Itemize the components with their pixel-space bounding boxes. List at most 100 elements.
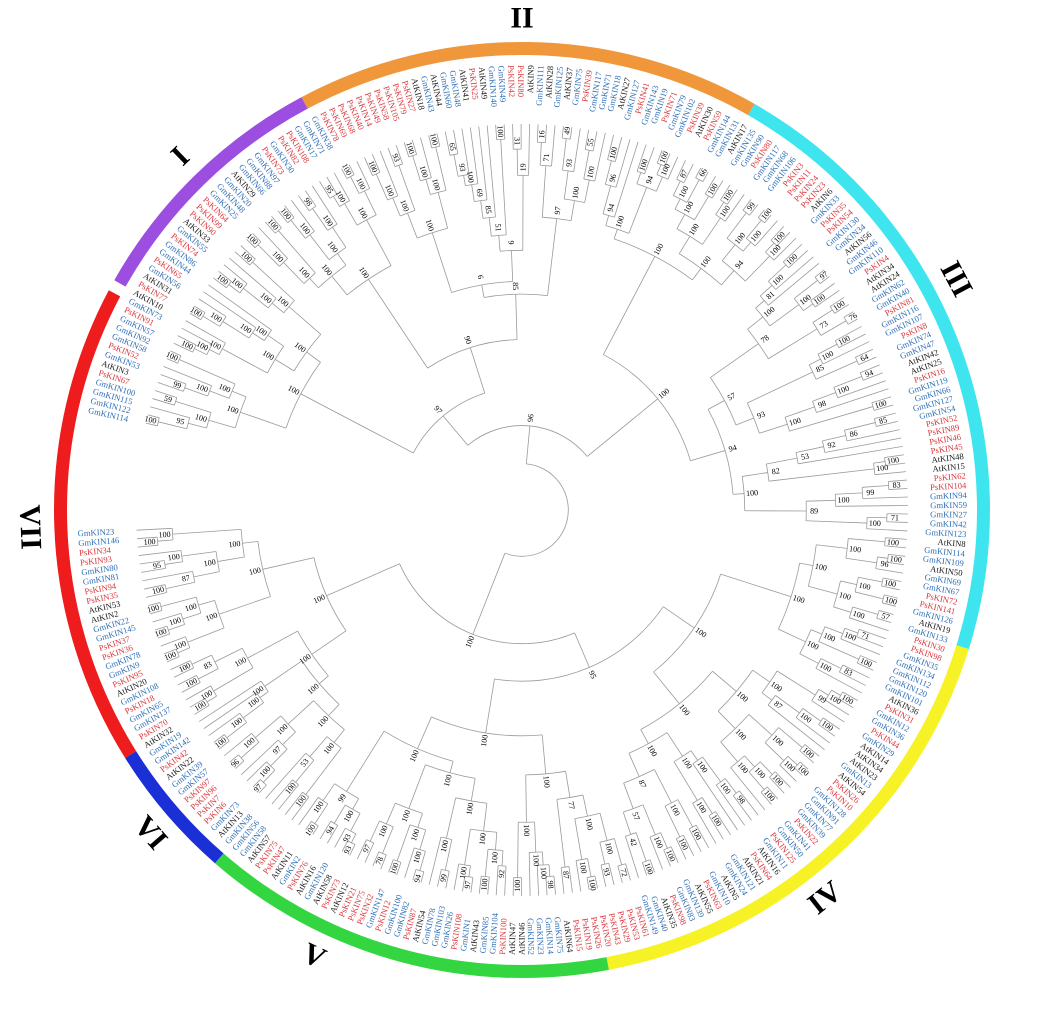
bootstrap-value: 93 — [756, 409, 767, 420]
branch — [845, 557, 877, 564]
branch — [563, 170, 569, 200]
branch-arc — [491, 234, 507, 237]
bootstrap-value: 100 — [439, 839, 450, 853]
branch — [468, 865, 471, 877]
bootstrap-value: 100 — [812, 292, 827, 306]
branch — [137, 544, 158, 548]
branch — [862, 485, 889, 488]
branch-arc — [769, 771, 776, 778]
bootstrap-value: 100 — [251, 684, 266, 698]
branch — [264, 221, 276, 234]
branch — [403, 142, 410, 158]
branch — [820, 658, 842, 669]
clade-label-ii: II — [510, 2, 533, 35]
bootstrap-value: 100 — [869, 519, 881, 528]
bootstrap-value: 100 — [357, 265, 371, 280]
branch — [708, 815, 724, 840]
branch-arc — [260, 779, 267, 786]
branch — [820, 320, 847, 336]
branch-arc — [163, 560, 166, 569]
bootstrap-value: 100 — [837, 495, 849, 504]
leaf-label: AtKIN9 — [525, 65, 536, 93]
branch-arc — [673, 750, 692, 763]
branch-arc — [305, 752, 315, 761]
leaf-label: GmKIN42 — [930, 518, 967, 529]
bootstrap-value: 100 — [340, 162, 353, 177]
bootstrap-value: 100 — [283, 781, 298, 796]
branch — [139, 560, 165, 565]
branch-arc — [768, 280, 777, 290]
branch — [173, 342, 193, 353]
branch — [242, 541, 258, 544]
branch — [306, 351, 321, 363]
bootstrap-value: 100 — [513, 880, 522, 892]
branch-arc — [600, 862, 609, 866]
branch — [366, 219, 392, 266]
bootstrap-value: 81 — [764, 289, 776, 301]
branch — [815, 667, 863, 694]
branch — [704, 175, 716, 195]
branch — [163, 366, 212, 387]
bootstrap-value: 100 — [275, 722, 290, 737]
bootstrap-value: 100 — [404, 141, 416, 155]
branch — [768, 262, 820, 306]
branch — [833, 606, 852, 613]
branch — [764, 214, 772, 224]
branch — [344, 203, 358, 226]
branch-arc — [192, 344, 197, 353]
branch — [764, 742, 785, 761]
branch — [304, 190, 317, 207]
branch — [858, 576, 883, 583]
branch — [663, 606, 695, 629]
leaf-label: GmKIN1 — [458, 918, 472, 952]
branch — [617, 865, 623, 883]
branch-arc — [159, 602, 163, 611]
leaf-label: AtKIN8 — [937, 537, 966, 549]
branch — [218, 270, 232, 282]
branch-arc — [840, 628, 846, 640]
bootstrap-value: 76 — [847, 311, 858, 323]
bootstrap-value: 31 — [513, 137, 522, 145]
leaf-label: PsKIN80 — [516, 65, 526, 97]
branch — [371, 154, 381, 173]
branch — [209, 349, 220, 355]
branch — [730, 767, 766, 811]
branch — [464, 829, 471, 865]
branch — [840, 580, 857, 585]
branch-arc — [494, 606, 664, 682]
branch — [213, 667, 254, 692]
bootstrap-value: 97 — [361, 843, 373, 854]
leaf-label: GmKIN140 — [487, 66, 500, 108]
branch — [553, 876, 556, 895]
bootstrap-value: 100 — [377, 824, 390, 839]
branch-arc — [642, 859, 651, 863]
branch — [170, 350, 182, 357]
branch — [478, 126, 488, 200]
branch — [810, 629, 823, 635]
bootstrap-value: 100 — [541, 775, 551, 788]
branch — [528, 124, 530, 176]
branch-arc — [239, 283, 248, 294]
branch — [500, 139, 507, 235]
bootstrap-value: 100 — [709, 813, 723, 828]
branch — [229, 257, 277, 299]
bootstrap-value: 96 — [229, 757, 241, 769]
bootstrap-value: 87 — [637, 778, 648, 789]
branch — [449, 761, 454, 773]
bootstrap-value: 100 — [584, 817, 595, 831]
bootstrap-value: 100 — [836, 383, 850, 396]
branch — [663, 849, 671, 867]
branch-arc — [378, 851, 387, 856]
bootstrap-value: 98 — [817, 399, 828, 410]
branch — [234, 251, 251, 266]
branch — [560, 867, 565, 894]
branch — [208, 284, 272, 331]
branch-arc — [431, 145, 440, 149]
branch — [287, 700, 314, 725]
branch — [769, 776, 785, 794]
bootstrap-value: 100 — [276, 294, 291, 309]
branch — [852, 606, 879, 615]
bootstrap-value: 100 — [173, 639, 187, 652]
bootstrap-value: 100 — [479, 878, 489, 891]
bootstrap-value: 93 — [342, 844, 354, 855]
